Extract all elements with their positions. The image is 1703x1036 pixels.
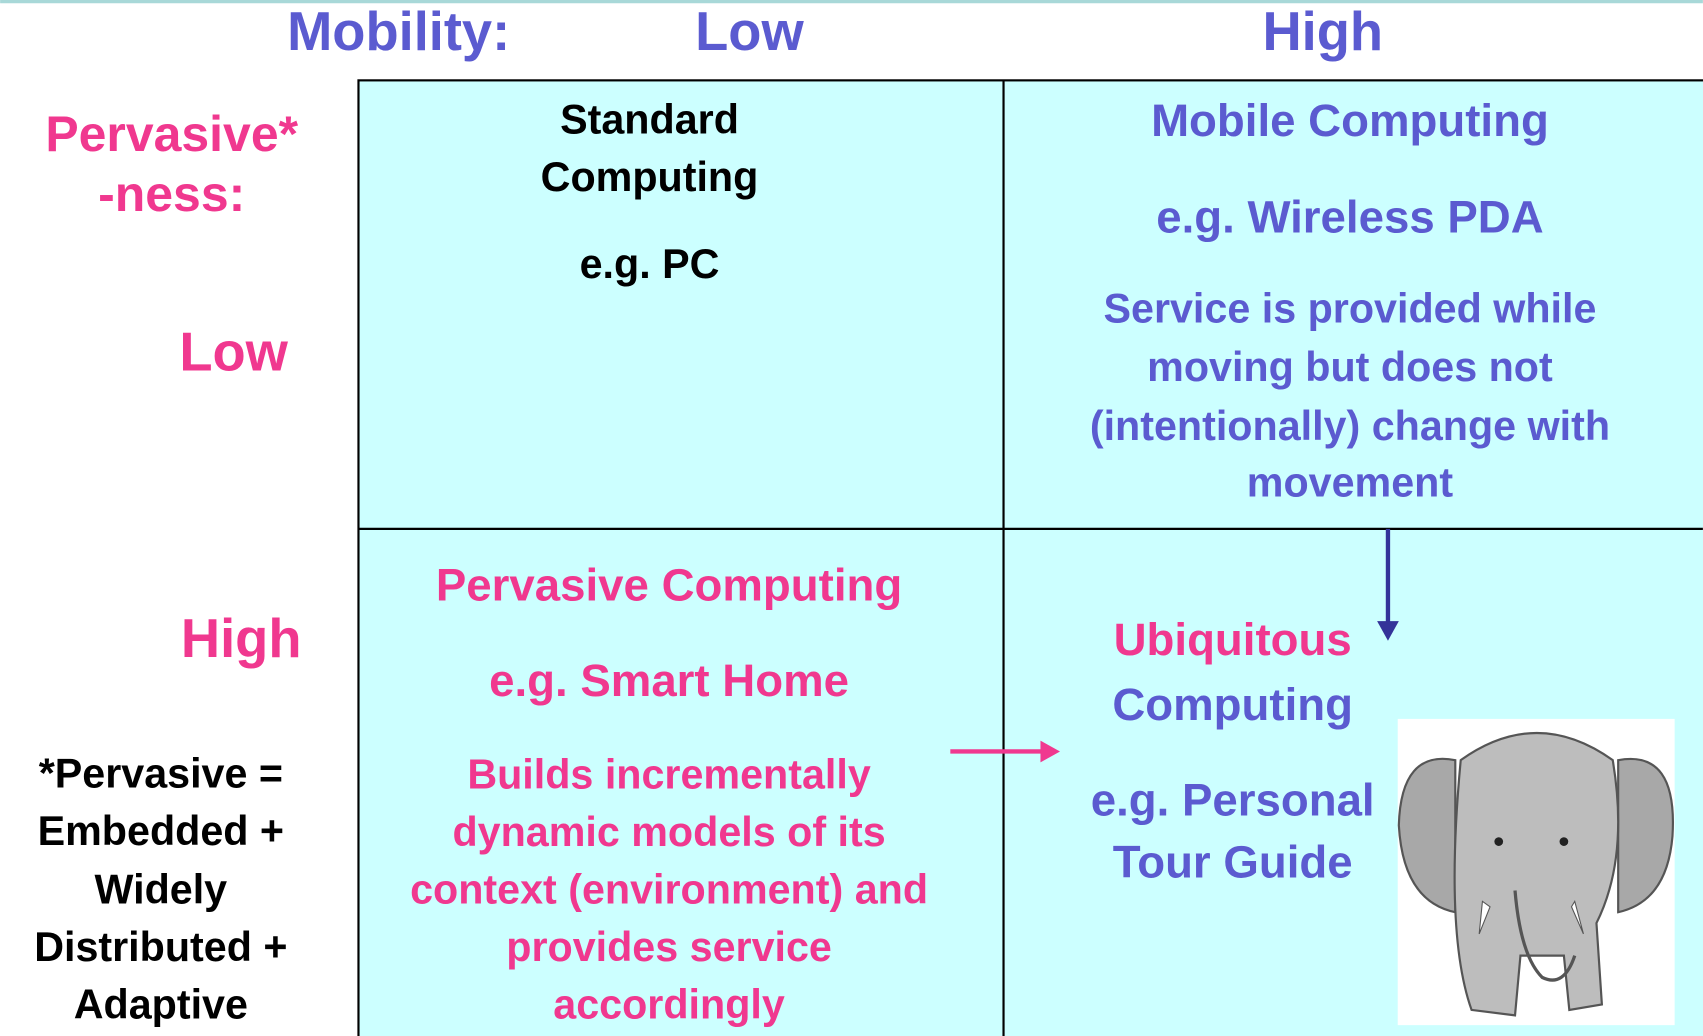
column-axis-label: Mobility:	[287, 1, 510, 62]
cell-example: e.g. Personal	[1091, 775, 1375, 826]
footnote-line: Adaptive	[74, 982, 248, 1028]
row-low: Low	[179, 322, 288, 383]
cell-description: accordingly	[553, 982, 785, 1028]
cell-description: moving but does not	[1147, 344, 1553, 390]
cell-example: e.g. Wireless PDA	[1156, 191, 1543, 242]
column-high: High	[1262, 1, 1383, 62]
cell-description: dynamic models of its	[452, 809, 885, 855]
elephant-icon	[1397, 718, 1675, 1026]
cell-example: e.g. Smart Home	[489, 655, 849, 706]
footnote-line: Embedded +	[38, 808, 284, 854]
cell-description: (intentionally) change with	[1090, 403, 1610, 449]
cell-description: context (environment) and	[410, 867, 928, 913]
cell-example: e.g. PC	[580, 241, 720, 287]
cell-title: Computing	[541, 154, 759, 200]
arrow-head	[1040, 740, 1061, 763]
footnote-line: Widely	[95, 867, 228, 913]
cell-description: Service is provided while	[1103, 286, 1596, 332]
cell-description: provides service	[506, 924, 832, 970]
cell-title: Mobile Computing	[1151, 95, 1549, 146]
cell-title: Ubiquitous	[1114, 614, 1352, 665]
cell-title: Pervasive Computing	[436, 560, 902, 611]
cell-description: movement	[1247, 459, 1454, 505]
footnote-line: Distributed +	[34, 924, 287, 970]
arrow-head	[1377, 621, 1399, 641]
cell-example: Tour Guide	[1113, 837, 1353, 888]
row-high: High	[181, 608, 302, 669]
row-axis-label: -ness:	[98, 166, 245, 222]
cell-title: Computing	[1112, 679, 1353, 730]
row-axis-label: Pervasive*	[45, 106, 298, 162]
cell-title: Standard	[560, 97, 739, 143]
column-low: Low	[695, 1, 804, 62]
cell-description: Builds incrementally	[467, 751, 871, 797]
footnote-line: *Pervasive =	[39, 750, 283, 796]
